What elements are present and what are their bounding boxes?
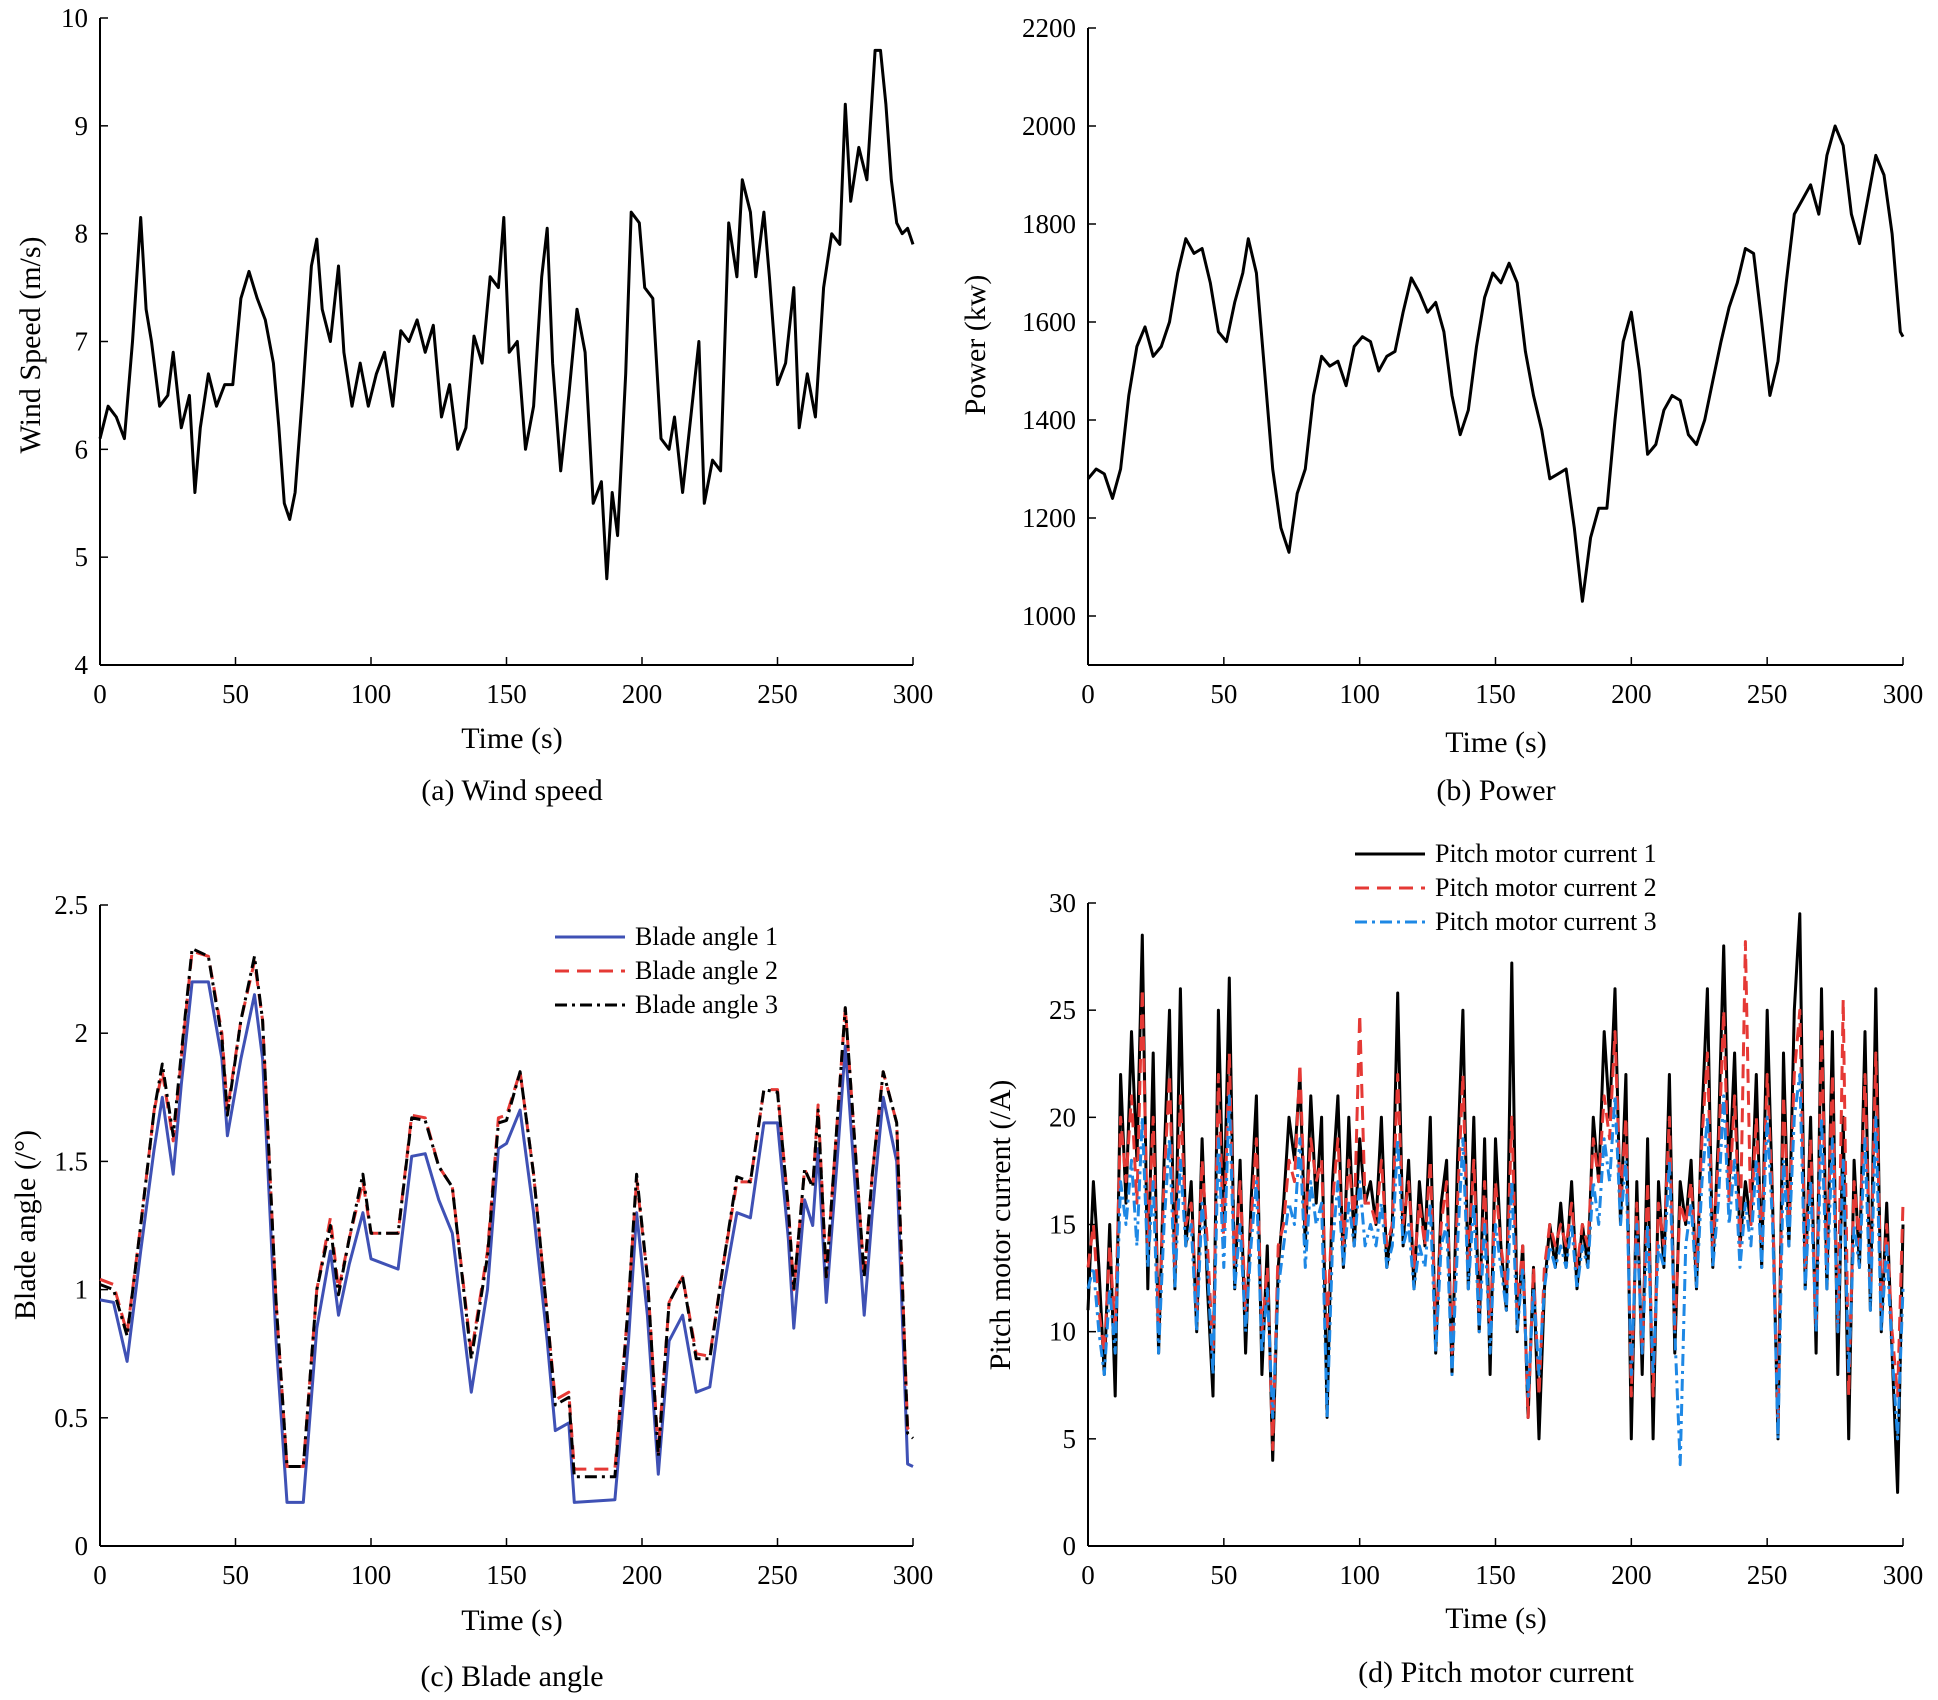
y-tick-label: 7 <box>75 327 89 357</box>
y-tick-label: 0 <box>75 1531 89 1561</box>
x-tick-label: 150 <box>1475 1560 1516 1590</box>
y-tick-label: 1000 <box>1022 601 1076 631</box>
x-tick-label: 50 <box>222 1560 249 1590</box>
series-line-2 <box>99 949 915 1471</box>
x-tick-label: 300 <box>1883 679 1924 709</box>
x-tick-label: 50 <box>1210 1560 1237 1590</box>
legend-label: Pitch motor current 2 <box>1435 873 1657 902</box>
x-tick-label: 300 <box>1883 1560 1924 1590</box>
y-tick-label: 1800 <box>1022 209 1076 239</box>
y-tick-label: 6 <box>75 434 89 464</box>
legend: Pitch motor current 1 Pitch motor current… <box>1355 839 1657 936</box>
y-axis-title: Pitch motor current (/A) <box>984 1080 1017 1371</box>
series-line-3 <box>1086 1073 1905 1467</box>
y-tick-label: 2000 <box>1022 111 1076 141</box>
x-tick-label: 150 <box>486 1560 527 1590</box>
y-axis-title: Power (kw) <box>959 275 992 416</box>
y-tick-label: 15 <box>1049 1210 1076 1240</box>
y-tick-label: 0.5 <box>54 1403 88 1433</box>
x-tick-label: 50 <box>222 679 249 709</box>
x-tick-label: 300 <box>893 1560 934 1590</box>
panel-caption: (a) Wind speed <box>421 774 603 807</box>
y-tick-label: 2.5 <box>54 890 88 920</box>
y-tick-label: 8 <box>75 219 89 249</box>
legend-label: Pitch motor current 3 <box>1435 907 1657 936</box>
chart-panel-c: 0 50 100 150 200 250 300 0 0.5 1 1.5 2 2.5 Time (s) Bl… <box>9 890 933 1693</box>
legend-label: Blade angle 2 <box>635 956 778 985</box>
series-line-1 <box>1086 912 1905 1494</box>
y-tick-label: 4 <box>75 650 89 680</box>
y-tick-label: 1.5 <box>54 1146 88 1176</box>
panel-caption: (b) Power <box>1436 774 1555 807</box>
y-tick-label: 20 <box>1049 1102 1076 1132</box>
x-tick-label: 100 <box>1339 679 1380 709</box>
x-tick-label: 250 <box>757 1560 798 1590</box>
x-tick-label: 250 <box>1747 1560 1788 1590</box>
legend-label: Blade angle 1 <box>635 922 778 951</box>
series-line-1 <box>99 980 914 1504</box>
x-tick-label: 250 <box>1747 679 1788 709</box>
series-line-1 <box>98 48 915 581</box>
y-tick-label: 5 <box>75 542 89 572</box>
y-tick-label: 9 <box>75 111 89 141</box>
x-axis-title: Time (s) <box>1445 726 1546 759</box>
x-tick-label: 200 <box>622 679 663 709</box>
y-tick-label: 2200 <box>1022 13 1076 43</box>
x-tick-label: 0 <box>1081 1560 1095 1590</box>
chart-panel-d: 0 50 100 150 200 250 300 0 5 10 15 20 25 30 Time (s) Pi… <box>984 839 1923 1689</box>
y-tick-label: 25 <box>1049 995 1076 1025</box>
x-tick-label: 250 <box>757 679 798 709</box>
y-axis-title: Blade angle (/°) <box>9 1130 42 1320</box>
x-tick-label: 0 <box>93 679 107 709</box>
y-tick-label: 1400 <box>1022 405 1076 435</box>
y-tick-label: 5 <box>1063 1424 1077 1454</box>
legend-label: Pitch motor current 1 <box>1435 839 1657 868</box>
y-axis-title: Wind Speed (m/s) <box>14 236 47 453</box>
y-tick-label: 1600 <box>1022 307 1076 337</box>
legend: Blade angle 1 Blade angle 2 Blade angle 3 <box>555 922 778 1019</box>
x-tick-label: 200 <box>622 1560 663 1590</box>
x-tick-label: 150 <box>486 679 527 709</box>
y-tick-label: 1200 <box>1022 503 1076 533</box>
series-line-1 <box>1086 124 1905 603</box>
x-axis-title: Time (s) <box>1445 1602 1546 1635</box>
x-tick-label: 0 <box>93 1560 107 1590</box>
y-tick-label: 1 <box>75 1275 89 1305</box>
x-axis-title: Time (s) <box>461 722 562 755</box>
chart-panel-a: 0 50 100 150 200 250 300 4 5 6 7 8 9 10 Time (s) Wind S… <box>14 3 933 807</box>
x-tick-label: 150 <box>1475 679 1516 709</box>
y-tick-label: 0 <box>1063 1531 1077 1561</box>
x-tick-label: 200 <box>1611 1560 1652 1590</box>
y-tick-label: 10 <box>1049 1317 1076 1347</box>
y-tick-label: 10 <box>61 3 88 33</box>
x-axis-title: Time (s) <box>461 1604 562 1637</box>
panel-caption: (d) Pitch motor current <box>1358 1656 1634 1689</box>
y-tick-label: 2 <box>75 1018 89 1048</box>
x-tick-label: 50 <box>1210 679 1237 709</box>
x-tick-label: 100 <box>1339 1560 1380 1590</box>
x-tick-label: 200 <box>1611 679 1652 709</box>
y-tick-label: 30 <box>1049 888 1076 918</box>
x-tick-label: 100 <box>351 1560 392 1590</box>
x-tick-label: 0 <box>1081 679 1095 709</box>
x-tick-label: 300 <box>893 679 934 709</box>
panel-caption: (c) Blade angle <box>420 1660 603 1693</box>
series-line-3 <box>99 947 915 1479</box>
legend-label: Blade angle 3 <box>635 990 778 1019</box>
x-tick-label: 100 <box>351 679 392 709</box>
chart-panel-b: 0 50 100 150 200 250 300 1000 1200 1400 1600 1800 20… <box>959 13 1923 807</box>
